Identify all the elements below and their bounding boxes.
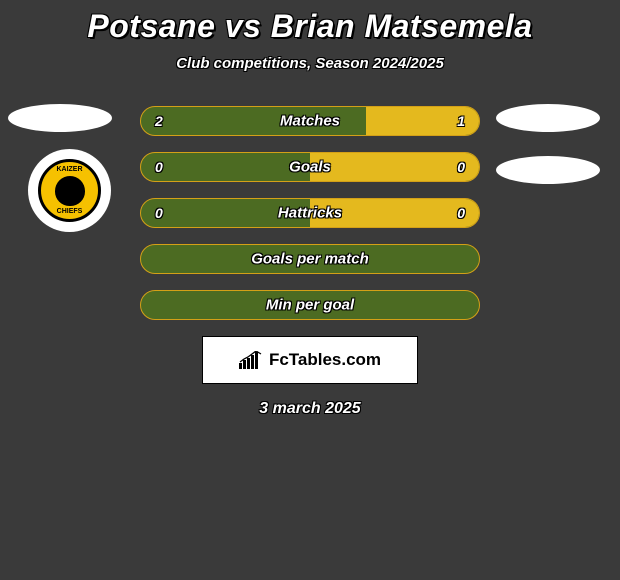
stat-value-left: 0 xyxy=(155,159,163,175)
player-oval-right-2 xyxy=(496,156,600,184)
stat-bar-right-segment xyxy=(310,153,479,181)
stat-value-left: 0 xyxy=(155,205,163,221)
stat-bars: 2 1 Matches 0 0 Goals 0 0 Hattricks Goals per mat… xyxy=(140,106,480,320)
footer-date: 3 march 2025 xyxy=(0,400,620,418)
stat-label: Matches xyxy=(280,113,340,130)
player-oval-left xyxy=(8,104,112,132)
stat-label: Min per goal xyxy=(266,297,354,314)
badge-text-bottom: CHIEFS xyxy=(57,208,83,215)
stat-value-right: 1 xyxy=(457,113,465,129)
stat-row: 0 0 Goals xyxy=(140,152,480,182)
stat-row: 0 0 Hattricks xyxy=(140,198,480,228)
badge-head-icon xyxy=(55,176,85,206)
stat-row: 2 1 Matches xyxy=(140,106,480,136)
badge-text-top: KAIZER xyxy=(56,166,82,173)
stat-value-right: 0 xyxy=(457,159,465,175)
source-logo-text: FcTables.com xyxy=(269,350,381,370)
page-subtitle: Club competitions, Season 2024/2025 xyxy=(0,55,620,72)
source-logo-box: FcTables.com xyxy=(202,336,418,384)
stat-value-right: 0 xyxy=(457,205,465,221)
bar-chart-icon xyxy=(239,351,263,369)
stat-label: Goals xyxy=(289,159,331,176)
stat-row: Min per goal xyxy=(140,290,480,320)
stat-label: Hattricks xyxy=(278,205,342,222)
player-oval-right-1 xyxy=(496,104,600,132)
stat-label: Goals per match xyxy=(251,251,369,268)
comparison-widget: Potsane vs Brian Matsemela Club competit… xyxy=(0,0,620,418)
club-badge-inner: KAIZER CHIEFS xyxy=(38,159,101,222)
page-title: Potsane vs Brian Matsemela xyxy=(0,8,620,45)
stat-row: Goals per match xyxy=(140,244,480,274)
club-badge: KAIZER CHIEFS xyxy=(28,149,111,232)
stat-value-left: 2 xyxy=(155,113,163,129)
stats-area: KAIZER CHIEFS 2 1 Matches 0 0 Goals 0 0 Hattrick… xyxy=(0,106,620,320)
